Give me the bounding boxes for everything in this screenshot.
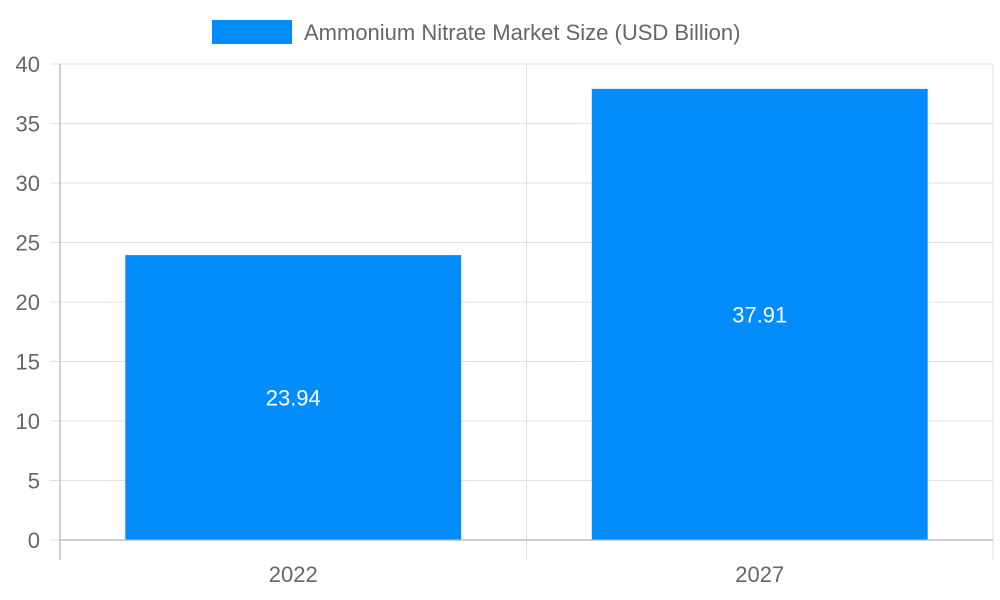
bars: [125, 88, 928, 540]
y-tick-label: 15: [16, 350, 40, 375]
x-tick-label: 2022: [269, 562, 318, 587]
bar-2027[interactable]: [591, 88, 928, 540]
legend-label[interactable]: Ammonium Nitrate Market Size (USD Billio…: [304, 20, 740, 45]
labels: 0 5 10 15 20 25 30 35 40 23.94 2022 37.91 2027: [16, 52, 788, 587]
y-tick-label: 10: [16, 409, 40, 434]
y-tick-label: 20: [16, 290, 40, 315]
x-tick-label: 2027: [735, 562, 784, 587]
y-tick-label: 35: [16, 112, 40, 137]
y-tick-label: 0: [28, 528, 40, 553]
legend-swatch[interactable]: [212, 20, 292, 44]
y-tick-label: 25: [16, 231, 40, 256]
y-tick-label: 40: [16, 52, 40, 77]
bar-2022[interactable]: [125, 255, 462, 540]
y-tick-label: 5: [28, 469, 40, 494]
bar-value-label: 23.94: [266, 386, 321, 411]
legend[interactable]: Ammonium Nitrate Market Size (USD Billio…: [212, 20, 740, 45]
bar-value-label: 37.91: [732, 302, 787, 327]
y-tick-label: 30: [16, 171, 40, 196]
